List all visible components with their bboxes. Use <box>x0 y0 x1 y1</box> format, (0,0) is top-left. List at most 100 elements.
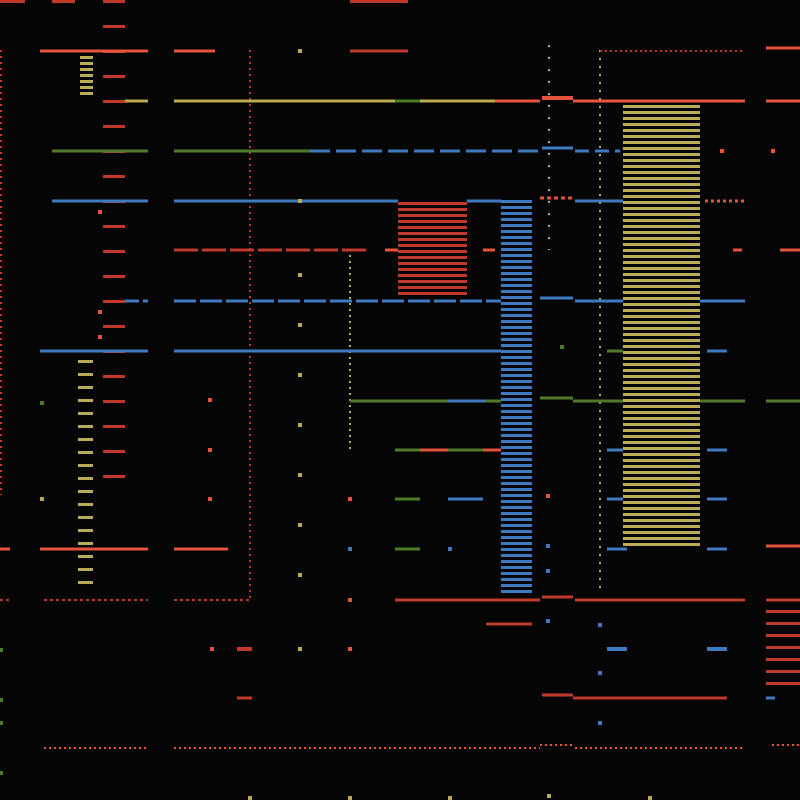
dot <box>248 796 252 800</box>
stripe <box>501 266 532 269</box>
stripe <box>501 278 532 281</box>
stripe <box>623 321 700 324</box>
stripe <box>623 435 700 438</box>
stripe <box>501 338 532 341</box>
stripe <box>623 393 700 396</box>
stripe <box>623 387 700 390</box>
stripe <box>78 477 93 480</box>
stripe <box>766 634 800 637</box>
stripe <box>103 25 125 28</box>
stripe <box>623 495 700 498</box>
stripe <box>501 296 532 299</box>
stripe <box>398 238 467 241</box>
stripe <box>501 200 532 203</box>
dot <box>348 547 352 551</box>
stripe <box>80 56 93 59</box>
stripe <box>103 125 125 128</box>
stripe <box>623 267 700 270</box>
stripe <box>103 225 125 228</box>
stripe <box>103 100 125 103</box>
stripe <box>623 471 700 474</box>
dot <box>298 273 302 277</box>
stripe <box>623 447 700 450</box>
stripe <box>103 175 125 178</box>
dot <box>40 401 44 405</box>
stripe <box>623 273 700 276</box>
stripe <box>623 291 700 294</box>
stripe <box>501 434 532 437</box>
stripe <box>78 386 93 389</box>
stripe <box>623 309 700 312</box>
stripe <box>623 363 700 366</box>
stripe <box>501 422 532 425</box>
dot <box>598 671 602 675</box>
stripe <box>103 275 125 278</box>
stripe <box>623 429 700 432</box>
stripe <box>398 220 467 223</box>
dot <box>0 648 3 652</box>
dot <box>98 335 102 339</box>
stripe <box>501 398 532 401</box>
stripe <box>623 375 700 378</box>
stripe <box>501 230 532 233</box>
stripe <box>623 111 700 114</box>
dot <box>210 647 214 651</box>
stripe <box>501 368 532 371</box>
stripe <box>78 425 93 428</box>
stripe <box>78 529 93 532</box>
stripe <box>623 513 700 516</box>
stripe <box>501 464 532 467</box>
stripe <box>623 117 700 120</box>
dot <box>298 573 302 577</box>
stripe <box>501 260 532 263</box>
stripe <box>80 62 93 65</box>
stripe <box>501 356 532 359</box>
stripe <box>623 171 700 174</box>
stripe <box>398 274 467 277</box>
stripe <box>501 512 532 515</box>
stripe <box>501 458 532 461</box>
stripe <box>78 503 93 506</box>
stripe <box>501 404 532 407</box>
stripe <box>623 147 700 150</box>
stripe <box>501 542 532 545</box>
stripe <box>398 226 467 229</box>
stripe <box>623 249 700 252</box>
stripe <box>623 369 700 372</box>
stripe <box>78 464 93 467</box>
stripe <box>623 279 700 282</box>
stripe <box>398 208 467 211</box>
stripe <box>623 459 700 462</box>
stripe <box>501 518 532 521</box>
stripe <box>501 500 532 503</box>
stripe <box>501 590 532 593</box>
stripe <box>501 332 532 335</box>
stripe <box>623 381 700 384</box>
stripe <box>80 68 93 71</box>
dot <box>720 149 724 153</box>
stripe <box>501 548 532 551</box>
dot <box>448 796 452 800</box>
stripe <box>623 399 700 402</box>
stripe <box>501 224 532 227</box>
stripe <box>623 501 700 504</box>
stripe <box>80 92 93 95</box>
stripe <box>398 268 467 271</box>
stripe <box>623 525 700 528</box>
stripe <box>501 380 532 383</box>
dot <box>546 544 550 548</box>
stripe <box>501 218 532 221</box>
stripe <box>623 519 700 522</box>
stripe <box>623 129 700 132</box>
dot <box>560 345 564 349</box>
stripe <box>501 344 532 347</box>
dot <box>598 721 602 725</box>
stripe <box>623 213 700 216</box>
stripe <box>623 303 700 306</box>
stripe <box>501 350 532 353</box>
stripe <box>623 231 700 234</box>
stripe <box>80 74 93 77</box>
stripe <box>398 280 467 283</box>
stripe <box>623 411 700 414</box>
stripe <box>623 543 700 546</box>
